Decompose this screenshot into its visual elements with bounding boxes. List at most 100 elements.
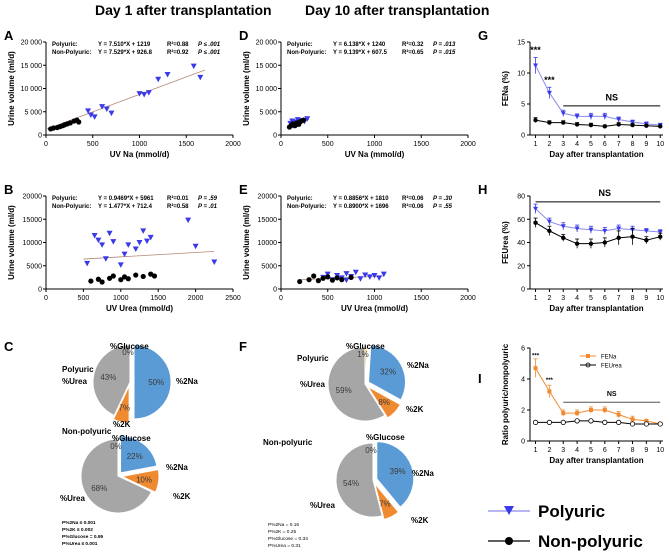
annotation: *** [530,45,541,55]
x-axis-title: UV Urea (mmol/d) [106,304,173,313]
panel-letter: B [4,182,13,197]
series-line [535,420,661,425]
x-tick-label: 1500 [178,141,194,148]
x-tick-label: 8 [631,447,635,454]
scatter-panel-B: B 0 500 1000 1500 2000 2500 0 5000 10000 15000 2000… [4,182,241,313]
polyuric-point [125,242,132,248]
y-axis-title: FENa (%) [501,71,510,106]
nonpolyuric-point [76,119,82,125]
y-tick-label: 80 [517,194,525,201]
pie-slice-label: %Urea [62,377,87,386]
series-line [535,65,661,126]
pie-slice-pct: 54% [343,479,359,488]
polyuric-point [140,228,147,234]
legend-label: Non-polyuric [538,532,643,551]
trend-line [83,250,215,260]
data-point [561,411,566,416]
data-point [616,419,622,425]
x-tick-label: 4 [575,447,579,454]
pie-slice [374,483,400,521]
pie-slice [80,438,153,514]
pie-slice [112,385,130,424]
y-tick-label: 0 [38,133,42,140]
x-tick-label: 500 [78,295,90,302]
series-line [535,208,661,233]
y-tick-label: 5000 [26,263,42,270]
pie-slice [120,468,160,493]
p-non: P = .55 [433,204,453,210]
r2-poly: R²=0.06 [402,195,424,202]
polyuric-point [211,259,218,266]
x-tick-label: 6 [603,447,607,454]
polyuric-point [376,275,383,281]
data-point [560,111,566,116]
annotation: *** [532,353,540,359]
pie-slice-label: %Glucose [112,434,151,443]
pie-F1: F Polyuric 32% 8% 59% 1% %2Na %2K %Urea %Glucose [239,339,429,422]
pie-slice-label: %Glucose [110,342,149,351]
nonpolyuric-point [106,275,113,281]
polyuric-point [117,262,124,268]
y-axis-title: Urine volume (ml/d) [242,205,251,280]
pie-F2: Non-polyuric 39% 7% 54% 0% %2Na %2K %Urea %Gluco… [263,433,434,549]
polyuric-point [371,273,378,279]
pie-slice-label: %2Na [166,463,188,472]
eq-non: Y = 9.139*X + 607.5 [333,50,388,56]
y-tick-label: 5 000 [259,109,277,116]
pie-slice-label: %Urea [310,501,335,510]
y-tick-label: 0 [273,133,277,140]
pie-slice-label: %2Na [176,377,198,386]
data-point [588,408,593,412]
polyuric-point [362,272,369,279]
r2-non: R²=0.92 [167,49,189,56]
pie-slice-pct: 0% [110,442,122,451]
data-point [588,227,594,233]
eq-non: Y = 7.529*X + 926.8 [98,50,153,56]
y-tick-label: 20000 [23,194,43,201]
pie-slice-pct: 59% [336,386,352,395]
legend-marker [504,506,514,515]
y-tick-label: 40 [517,240,525,247]
data-point [574,418,580,424]
y-tick-label: 0 [521,133,525,140]
polyuric-point [343,277,350,284]
nonpolyuric-point [348,274,354,280]
data-point [533,366,538,371]
pie-slice-pct: 0% [122,348,134,357]
y-tick-label: 15 [517,40,525,47]
polyuric-point [136,240,143,246]
x-tick-label: 0 [44,295,48,302]
eq-poly: Y = 0.9469*X + 5961 [98,196,154,202]
polyuric-point [95,237,102,244]
x-tick-label: 1500 [413,295,429,302]
data-point [574,241,580,246]
y-tick-label: 5 000 [24,109,42,116]
polyuric-point [99,104,106,110]
data-point [616,122,621,127]
data-point [602,228,608,234]
y-axis-title: Urine volume (ml/d) [242,51,251,126]
polyuric-point [106,230,113,237]
annotation: *** [544,75,555,85]
nonpolyuric-point [140,273,146,280]
p-poly: P = .59 [198,196,218,202]
y-tick-label: 0 [521,287,525,294]
data-point [602,419,608,425]
eq-poly-label: Polyuric: [287,42,313,48]
eq-poly-label: Polyuric: [287,196,313,202]
pie-C2: Non-polyuric 22% 10% 68% 0% %2Na %2K %Urea %Gluc… [60,427,191,547]
pie-C1: C Polyuric 50% 7% 43% 0% %2Na %2K %Urea %Glucose [4,339,198,429]
header-day10: Day 10 after transplantation [305,2,490,18]
x-tick-label: 5 [589,141,593,148]
pie-slice [376,441,415,508]
pie-slice-pct: 8% [378,398,390,407]
data-point [588,114,594,119]
series-line [535,367,661,425]
pie-slice-pct: 7% [379,499,391,508]
polyuric-point [91,233,98,239]
polyuric-point [108,110,115,117]
scatter-panel-A: A 0 500 1000 1500 2000 0 5 000 10 000 15 000 20 00… [4,28,241,159]
x-tick-label: 2000 [460,141,476,148]
polyuric-point [141,92,148,98]
y-tick-label: 5000 [261,263,277,270]
